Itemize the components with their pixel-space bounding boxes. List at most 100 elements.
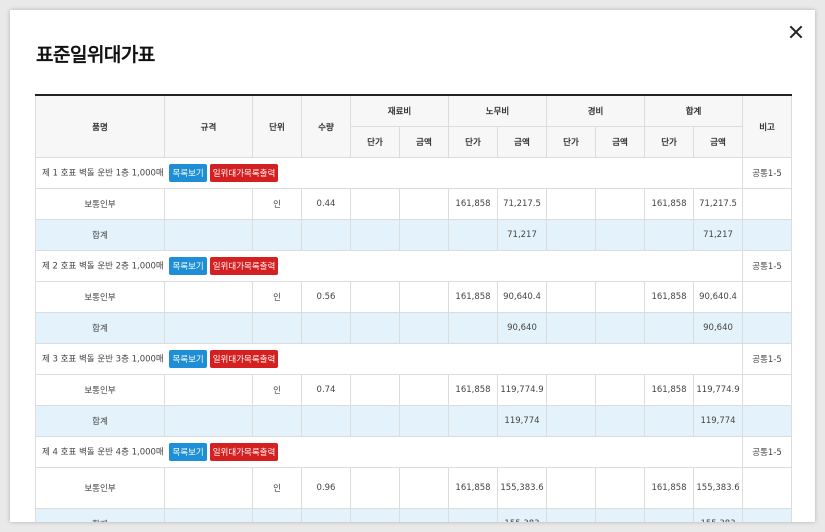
group-note: 공통1-5 [742, 343, 793, 375]
item-unit: 인 [252, 374, 302, 406]
item-note [742, 467, 793, 509]
item-labor-price: 161,858 [448, 281, 498, 313]
print-list-button[interactable]: 일위대가목록출력 [209, 164, 279, 182]
item-mat-price [350, 374, 400, 406]
item-name: 보통인부 [35, 467, 165, 509]
print-list-button[interactable]: 일위대가목록출력 [209, 257, 279, 275]
total-sum-amount: 90,640 [693, 312, 744, 344]
group-title: 제 3 호표 벽돌 운반 3층 1,000매 [42, 354, 164, 365]
header-unit: 단위 [252, 94, 302, 158]
item-spec [164, 467, 253, 509]
item-spec [164, 188, 253, 220]
total-row: 합계 155,383 155,383 [35, 508, 793, 522]
header-sum-unit-price: 단가 [644, 126, 695, 158]
modal-dialog: 표준일위대가표 품명 규격 단위 수량 재료비 노무비 경비 합계 비 [10, 10, 815, 522]
list-view-button[interactable]: 목록보기 [169, 443, 207, 461]
list-view-button[interactable]: 목록보기 [169, 257, 207, 275]
page-title: 표준일위대가표 [36, 44, 155, 66]
group-title: 제 1 호표 벽돌 운반 1층 1,000매 [42, 168, 164, 179]
group-note: 공통1-5 [742, 436, 793, 468]
total-labor-amount: 90,640 [497, 312, 547, 344]
total-row: 합계 90,640 90,640 [35, 312, 793, 344]
list-view-button[interactable]: 목록보기 [169, 164, 207, 182]
item-sum-amount: 71,217.5 [693, 188, 744, 220]
group-note: 공통1-5 [742, 250, 793, 282]
item-qty: 0.44 [301, 188, 351, 220]
item-labor-price: 161,858 [448, 374, 498, 406]
total-row: 합계 119,774 119,774 [35, 405, 793, 437]
item-sum-amount: 119,774.9 [693, 374, 744, 406]
item-exp-price [546, 374, 596, 406]
item-exp-amount [594, 467, 646, 509]
header-spec: 규격 [164, 94, 253, 158]
item-mat-price [350, 188, 400, 220]
group-title-cell: 제 3 호표 벽돌 운반 3층 1,000매 목록보기 일위대가목록출력 [34, 343, 744, 375]
item-note [742, 188, 793, 220]
group-row: 제 2 호표 벽돌 운반 2층 1,000매 목록보기 일위대가목록출력 공통1-… [34, 250, 793, 282]
item-qty: 0.74 [301, 374, 351, 406]
total-labor-amount: 155,383 [497, 508, 547, 522]
item-row: 보통인부 인 0.56 161,858 90,640.4 161,858 90,… [35, 281, 793, 313]
item-exp-price [546, 281, 596, 313]
item-exp-amount [594, 374, 646, 406]
item-labor-amount: 71,217.5 [497, 188, 547, 220]
item-unit: 인 [252, 188, 302, 220]
item-name: 보통인부 [35, 374, 165, 406]
group-title-cell: 제 2 호표 벽돌 운반 2층 1,000매 목록보기 일위대가목록출력 [34, 250, 744, 282]
header-sum-amount: 금액 [693, 126, 744, 158]
item-name: 보통인부 [35, 188, 165, 220]
item-sum-price: 161,858 [644, 188, 695, 220]
group-row: 제 3 호표 벽돌 운반 3층 1,000매 목록보기 일위대가목록출력 공통1-… [34, 343, 793, 375]
item-mat-amount [399, 467, 449, 509]
total-row: 합계 71,217 71,217 [35, 219, 793, 251]
item-exp-amount [594, 281, 646, 313]
item-note [742, 281, 793, 313]
header-expense-amount: 금액 [594, 126, 646, 158]
group-row: 제 1 호표 벽돌 운반 1층 1,000매 목록보기 일위대가목록출력 공통1-… [34, 157, 793, 189]
item-labor-amount: 155,383.6 [497, 467, 547, 509]
item-mat-price [350, 467, 400, 509]
header-qty: 수량 [301, 94, 351, 158]
item-sum-price: 161,858 [644, 281, 695, 313]
header-material-amount: 금액 [399, 126, 449, 158]
header-material: 재료비 [350, 94, 449, 127]
item-mat-amount [399, 374, 449, 406]
total-label: 합계 [35, 312, 165, 344]
item-mat-amount [399, 188, 449, 220]
total-label: 합계 [35, 508, 165, 522]
item-row: 보통인부 인 0.74 161,858 119,774.9 161,858 11… [35, 374, 793, 406]
item-sum-price: 161,858 [644, 467, 695, 509]
header-labor: 노무비 [448, 94, 547, 127]
item-exp-price [546, 467, 596, 509]
total-sum-amount: 119,774 [693, 405, 744, 437]
total-labor-amount: 119,774 [497, 405, 547, 437]
table-container[interactable]: 품명 규격 단위 수량 재료비 노무비 경비 합계 비고 단가 금액 단가 금액… [34, 94, 793, 522]
group-title-cell: 제 4 호표 벽돌 운반 4층 1,000매 목록보기 일위대가목록출력 [34, 436, 744, 468]
item-labor-price: 161,858 [448, 188, 498, 220]
total-labor-amount: 71,217 [497, 219, 547, 251]
item-sum-amount: 155,383.6 [693, 467, 744, 509]
item-exp-amount [594, 188, 646, 220]
item-mat-price [350, 281, 400, 313]
item-labor-amount: 90,640.4 [497, 281, 547, 313]
header-expense: 경비 [545, 94, 646, 127]
group-row: 제 4 호표 벽돌 운반 4층 1,000매 목록보기 일위대가목록출력 공통1-… [34, 436, 793, 468]
unit-price-table: 품명 규격 단위 수량 재료비 노무비 경비 합계 비고 단가 금액 단가 금액… [34, 94, 793, 522]
group-title: 제 4 호표 벽돌 운반 4층 1,000매 [42, 447, 164, 458]
item-qty: 0.96 [301, 467, 351, 509]
item-labor-amount: 119,774.9 [497, 374, 547, 406]
total-label: 합계 [35, 219, 165, 251]
item-unit: 인 [252, 281, 302, 313]
list-view-button[interactable]: 목록보기 [169, 350, 207, 368]
group-title-cell: 제 1 호표 벽돌 운반 1층 1,000매 목록보기 일위대가목록출력 [34, 157, 744, 189]
close-icon[interactable] [787, 23, 805, 41]
header-note: 비고 [742, 94, 793, 158]
item-qty: 0.56 [301, 281, 351, 313]
total-label: 합계 [35, 405, 165, 437]
print-list-button[interactable]: 일위대가목록출력 [209, 443, 279, 461]
group-title: 제 2 호표 벽돌 운반 2층 1,000매 [42, 261, 164, 272]
print-list-button[interactable]: 일위대가목록출력 [209, 350, 279, 368]
item-unit: 인 [252, 467, 302, 509]
item-spec [164, 281, 253, 313]
item-exp-price [546, 188, 596, 220]
